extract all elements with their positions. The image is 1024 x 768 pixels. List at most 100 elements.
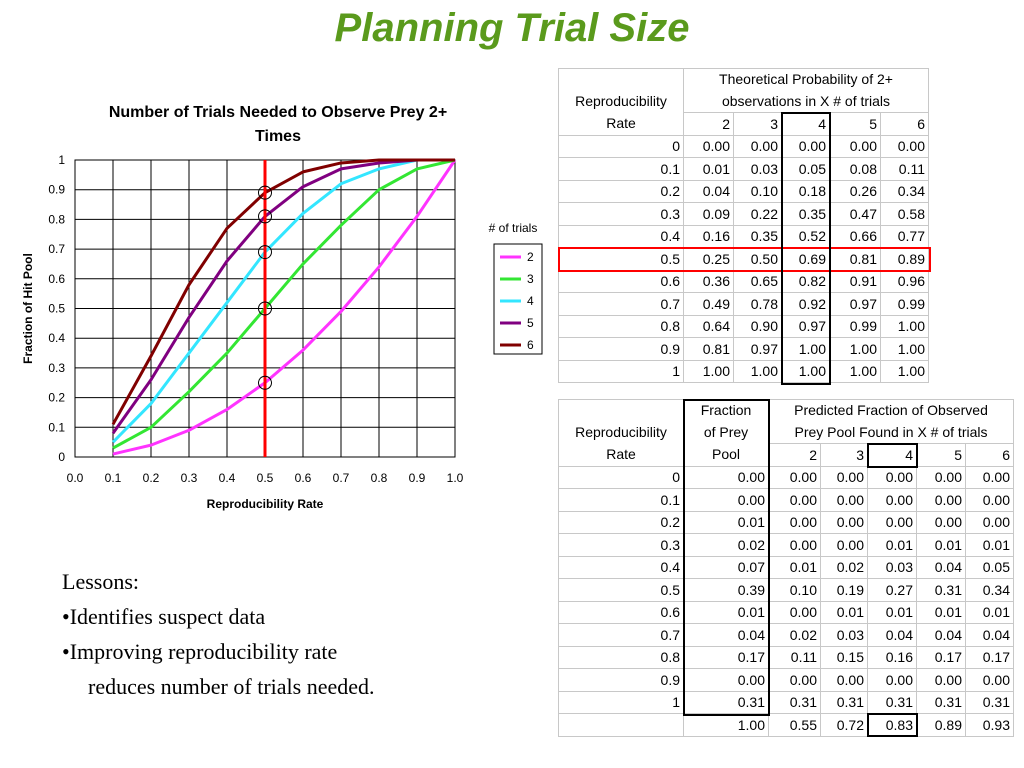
table-cell: 0.5 bbox=[558, 247, 684, 271]
x-tick-label: 0.6 bbox=[295, 471, 312, 485]
table-cell: 0.04 bbox=[867, 623, 917, 647]
table-cell: Reproducibility bbox=[558, 90, 684, 113]
table-cell: 1.00 bbox=[683, 359, 734, 383]
chart-title: Times bbox=[255, 128, 301, 145]
table-row: 0.4 0.16 0.35 0.52 0.66 0.77 bbox=[558, 224, 929, 248]
y-tick-label: 0.6 bbox=[48, 272, 65, 286]
table-row: 1 0.31 0.31 0.31 0.31 0.31 0.31 bbox=[558, 690, 1014, 714]
y-tick-label: 0 bbox=[58, 450, 65, 464]
x-tick-label: 0.1 bbox=[105, 471, 122, 485]
table-row: 0.1 0.01 0.03 0.05 0.08 0.11 bbox=[558, 157, 929, 181]
x-axis-label: Reproducibility Rate bbox=[207, 497, 324, 511]
table-cell: 0.2 bbox=[558, 510, 684, 534]
table-cell: 0.05 bbox=[965, 555, 1014, 579]
y-tick-label: 0.7 bbox=[48, 242, 65, 256]
circled-point bbox=[258, 245, 272, 260]
x-tick-label: 0.2 bbox=[143, 471, 160, 485]
table-row: 0.2 0.04 0.10 0.18 0.26 0.34 bbox=[558, 179, 929, 203]
table-cell: 0.18 bbox=[781, 179, 830, 203]
table-row: 0.8 0.17 0.11 0.15 0.16 0.17 0.17 bbox=[558, 645, 1014, 669]
table-cell: 0.00 bbox=[733, 134, 782, 158]
table-cell: 0.03 bbox=[733, 157, 782, 181]
table-cell: 0.10 bbox=[733, 179, 782, 203]
table-row: 0.3 0.02 0.00 0.00 0.01 0.01 0.01 bbox=[558, 533, 1014, 557]
x-tick-label: 0.0 bbox=[67, 471, 84, 485]
circled-point bbox=[258, 209, 272, 224]
y-tick-label: 0.2 bbox=[48, 391, 65, 405]
table-cell: 1.00 bbox=[829, 359, 881, 383]
table-row: 0.3 0.09 0.22 0.35 0.47 0.58 bbox=[558, 202, 929, 226]
table-cell: 0.00 bbox=[820, 668, 868, 692]
table-cell: 0.96 bbox=[880, 269, 929, 293]
table-cell bbox=[558, 713, 684, 737]
table-row: 0.9 0.81 0.97 1.00 1.00 1.00 bbox=[558, 337, 929, 361]
table-cell: 0.00 bbox=[781, 134, 830, 158]
legend-label: 6 bbox=[527, 338, 534, 352]
table-cell: 0.97 bbox=[829, 292, 881, 316]
y-tick-label: 1 bbox=[58, 153, 65, 167]
table-cell: 5 bbox=[829, 112, 881, 136]
table-cell: 0.00 bbox=[820, 533, 868, 557]
series-line-4 bbox=[111, 158, 455, 444]
table-cell: 0.22 bbox=[733, 202, 782, 226]
x-tick-label: 0.3 bbox=[181, 471, 198, 485]
y-tick-label: 0.8 bbox=[48, 212, 65, 226]
totals-row: 1.00 0.55 0.72 0.83 0.89 0.93 bbox=[558, 713, 1014, 737]
theoretical-probability-table: Theoretical Probability of 2+ Reproducibi… bbox=[558, 68, 929, 383]
table-cell: 0.00 bbox=[867, 488, 917, 512]
table-cell: 0.00 bbox=[965, 668, 1014, 692]
table-cell: 0.08 bbox=[829, 157, 881, 181]
table-cell: 0.01 bbox=[683, 157, 734, 181]
table-cell: 0.00 bbox=[768, 510, 821, 534]
legend-label: 4 bbox=[527, 294, 534, 308]
table-cell: 0.04 bbox=[916, 623, 966, 647]
table-cell: 0.11 bbox=[768, 645, 821, 669]
table-row: 0.5 0.39 0.10 0.19 0.27 0.31 0.34 bbox=[558, 578, 1014, 602]
table-cell: Fraction bbox=[683, 399, 769, 422]
table-cell: 0.47 bbox=[829, 202, 881, 226]
table-cell: 0.01 bbox=[965, 600, 1014, 624]
table-cell: 0.9 bbox=[558, 337, 684, 361]
table-cell: 0.00 bbox=[965, 488, 1014, 512]
series-line-6 bbox=[111, 158, 455, 426]
table-cell: 0.99 bbox=[829, 314, 881, 338]
table-cell: 0.35 bbox=[733, 224, 782, 248]
table-cell: 0.34 bbox=[965, 578, 1014, 602]
table-row: 0.1 0.00 0.00 0.00 0.00 0.00 0.00 bbox=[558, 488, 1014, 512]
table-cell: 0.72 bbox=[820, 713, 868, 737]
table-cell: 0.7 bbox=[558, 623, 684, 647]
table-cell: 0.00 bbox=[683, 488, 769, 512]
table-cell: 2 bbox=[768, 443, 821, 467]
table-cell: 0.00 bbox=[867, 510, 917, 534]
table-cell: 0.8 bbox=[558, 645, 684, 669]
table-cell: 0.91 bbox=[829, 269, 881, 293]
table-cell: 2 bbox=[683, 112, 734, 136]
table-cell: 0.89 bbox=[880, 247, 929, 271]
table-cell: 0.15 bbox=[820, 645, 868, 669]
circled-point bbox=[258, 375, 272, 390]
table-cell: 0.64 bbox=[683, 314, 734, 338]
table-cell: 0.02 bbox=[820, 555, 868, 579]
table-cell: Theoretical Probability of 2+ bbox=[683, 68, 929, 91]
table-cell: 0.1 bbox=[558, 157, 684, 181]
table-cell: 6 bbox=[880, 112, 929, 136]
table-cell: 0.00 bbox=[867, 668, 917, 692]
lessons-heading: Lessons: bbox=[62, 569, 139, 594]
table-cell: 0.3 bbox=[558, 533, 684, 557]
y-tick-label: 0.4 bbox=[48, 331, 65, 345]
table-cell: 0.01 bbox=[820, 600, 868, 624]
header-row: Fraction Predicted Fraction of Observed bbox=[558, 399, 1014, 422]
table-cell: 5 bbox=[916, 443, 966, 467]
table-cell: 0 bbox=[558, 134, 684, 158]
table-cell: 0.36 bbox=[683, 269, 734, 293]
header-row: Reproducibility observations in X # of tr… bbox=[558, 90, 929, 113]
table-cell: 0.31 bbox=[916, 578, 966, 602]
table-cell: Predicted Fraction of Observed bbox=[768, 399, 1014, 422]
table-cell: 0.00 bbox=[683, 465, 769, 489]
table-cell: 0.00 bbox=[829, 134, 881, 158]
table-cell: 0.17 bbox=[916, 645, 966, 669]
predicted-fraction-table: Fraction Predicted Fraction of Observed Re… bbox=[558, 399, 1014, 737]
x-tick-label: 0.8 bbox=[371, 471, 388, 485]
table-cell: 0.77 bbox=[880, 224, 929, 248]
table-cell: 0.89 bbox=[916, 713, 966, 737]
